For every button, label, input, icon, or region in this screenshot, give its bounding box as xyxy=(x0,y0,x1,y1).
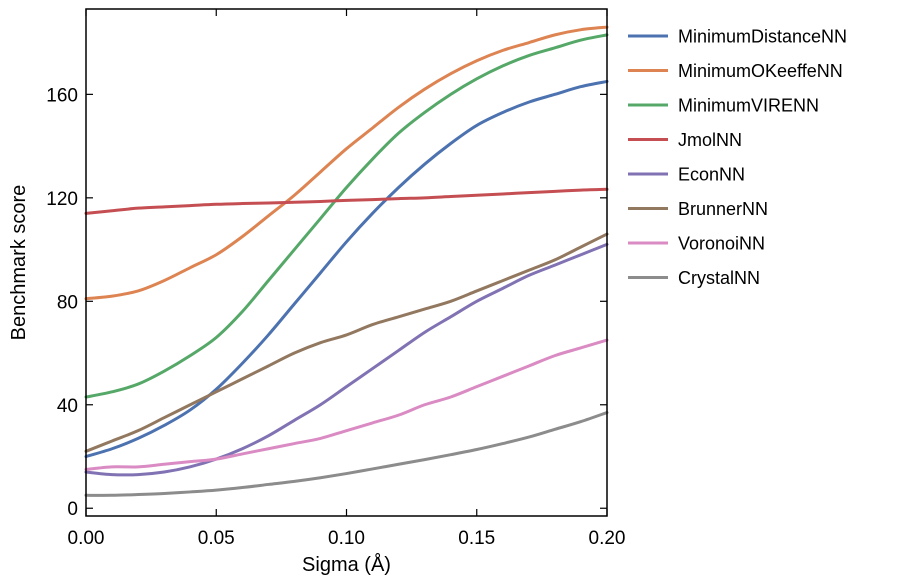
y-tick-label: 120 xyxy=(46,189,78,210)
plot-lines xyxy=(84,25,609,497)
x-tick-label: 0.20 xyxy=(589,528,626,549)
legend-item: CrystalNN xyxy=(628,268,760,288)
x-axis-label: Sigma (Å) xyxy=(302,553,391,576)
legend-item: JmolNN xyxy=(628,130,742,150)
legend-item: MinimumOKeeffeNN xyxy=(628,61,843,81)
series-line-brunnernn xyxy=(84,232,609,453)
y-axis-label: Benchmark score xyxy=(8,185,30,341)
series-line-minimumokeeffenn xyxy=(84,25,609,301)
legend-label: BrunnerNN xyxy=(678,199,768,219)
legend: MinimumDistanceNN MinimumOKeeffeNN Minimum… xyxy=(628,27,847,288)
series-line-minimumdistancenn xyxy=(84,79,609,459)
legend-label: JmolNN xyxy=(678,130,742,150)
x-tick-label: 0.00 xyxy=(68,528,105,549)
series-line-voronoinn xyxy=(84,338,609,471)
y-tick-label: 40 xyxy=(57,396,78,417)
legend-label: EconNN xyxy=(678,165,745,185)
legend-item: MinimumVIRENN xyxy=(628,96,819,116)
legend-label: CrystalNN xyxy=(678,268,760,288)
x-tick-label: 0.10 xyxy=(328,528,365,549)
legend-item: EconNN xyxy=(628,165,745,185)
legend-label: MinimumDistanceNN xyxy=(678,27,847,47)
x-tick-label: 0.15 xyxy=(458,528,495,549)
legend-label: MinimumVIRENN xyxy=(678,96,819,116)
y-tick-label: 80 xyxy=(57,292,78,313)
series-line-crystalnn xyxy=(84,411,609,497)
series-line-jmolnn xyxy=(84,187,609,215)
y-tick-label: 0 xyxy=(67,499,78,520)
y-tick-label: 160 xyxy=(46,85,78,106)
series-line-minimumvirenn xyxy=(84,33,609,399)
series-line-econnn xyxy=(84,242,609,477)
x-tick-label: 0.05 xyxy=(198,528,235,549)
legend-label: VoronoiNN xyxy=(678,234,765,254)
legend-item: BrunnerNN xyxy=(628,199,768,219)
legend-item: VoronoiNN xyxy=(628,234,765,254)
y-axis: 0 40 80 120 160 xyxy=(46,85,607,520)
legend-item: MinimumDistanceNN xyxy=(628,27,847,47)
x-axis: 0.00 0.05 0.10 0.15 0.20 xyxy=(68,9,626,549)
plot-frame xyxy=(85,8,608,517)
legend-label: MinimumOKeeffeNN xyxy=(678,61,843,81)
